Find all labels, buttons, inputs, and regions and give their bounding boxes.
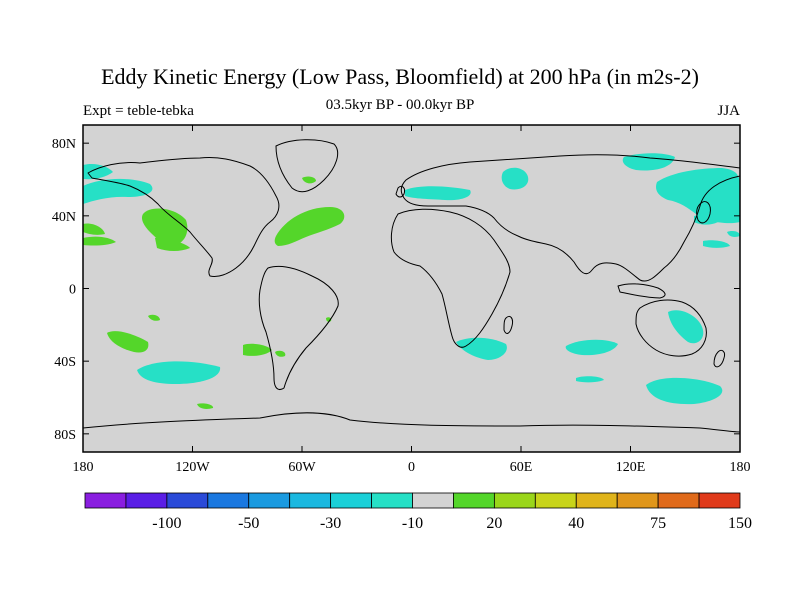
lon-tick-label: 60E (510, 460, 533, 475)
coastline-antarctica (83, 412, 740, 433)
colorbar-label: 75 (650, 515, 666, 532)
lon-tick-label: 120E (616, 460, 646, 475)
lat-tick-label: 80S (54, 428, 76, 443)
coastline-new-zealand (713, 349, 725, 368)
colorbar-swatch (248, 492, 291, 509)
colorbar-label: 40 (568, 515, 584, 532)
coastline-africa (390, 208, 511, 348)
coastline-uk (395, 185, 405, 198)
negative-region-philippine-sea (703, 240, 730, 248)
coastline-south-america (258, 265, 339, 391)
colorbar-swatch (412, 492, 454, 509)
coastline-greenland (275, 139, 339, 193)
colorbar-label: 150 (728, 515, 752, 532)
colorbar-swatch (125, 492, 168, 509)
latitude-axis: 80N 40N 0 40S 80S (52, 137, 740, 443)
experiment-subtitle: Expt = teble-tebka (83, 103, 194, 119)
colorbar-swatch (166, 492, 209, 509)
colorbar-swatch (289, 492, 332, 509)
colorbar-label: -100 (152, 515, 181, 532)
colorbar-swatch (330, 492, 372, 509)
lat-tick-label: 40N (52, 210, 76, 225)
coastline-north-america (87, 157, 280, 277)
coastlines (83, 139, 740, 433)
positive-anomaly-regions (83, 176, 345, 409)
positive-region-greenland (302, 176, 316, 184)
lon-tick-label: 180 (73, 460, 94, 475)
negative-region-western-russia (501, 167, 529, 190)
positive-region-south-america-east (275, 350, 286, 357)
colorbar-swatch (207, 492, 250, 509)
coastline-indonesia (617, 283, 666, 299)
colorbar-swatch (493, 492, 536, 509)
positive-region-south-pacific-west (107, 331, 149, 353)
coastline-japan (696, 201, 711, 224)
coastline-madagascar (503, 315, 513, 334)
colorbar-swatch (453, 492, 495, 509)
colorbar: -100 -50 -30 -10 20 40 75 150 (84, 492, 752, 532)
colorbar-label: -10 (402, 515, 423, 532)
colorbar-swatch (84, 492, 127, 509)
negative-region-indian-ocean-south (576, 376, 604, 383)
negative-region-tasman (668, 310, 704, 344)
colorbar-swatch (575, 492, 618, 509)
negative-anomaly-regions (83, 153, 740, 405)
season-subtitle: JJA (717, 103, 740, 119)
colorbar-swatch (616, 492, 659, 509)
negative-region-south-pacific-central (137, 361, 221, 384)
lon-tick-label: 0 (408, 460, 415, 475)
positive-region-tropical-pacific-islet (148, 314, 160, 321)
colorbar-swatch (371, 492, 413, 509)
lat-tick-label: 40S (54, 355, 76, 370)
negative-region-southern-ocean-au (646, 377, 723, 405)
lon-tick-label: 120W (175, 460, 210, 475)
colorbar-label: 20 (486, 515, 502, 532)
longitude-axis: 180 120W 60W 0 60E 120E 180 (73, 125, 751, 475)
positive-region-north-pacific-east (155, 237, 190, 251)
positive-region-south-pacific-east (243, 343, 272, 356)
colorbar-swatch (657, 492, 700, 509)
negative-region-dateline-north (727, 231, 740, 237)
lon-tick-label: 180 (730, 460, 751, 475)
negative-region-south-africa (456, 337, 507, 360)
coastline-australia (635, 299, 707, 357)
positive-region-western-pacific-edge (83, 223, 105, 235)
lon-tick-label: 60W (288, 460, 316, 475)
map-background (83, 125, 740, 452)
colorbar-swatch (698, 492, 741, 509)
positive-region-north-atlantic (274, 207, 345, 246)
negative-region-siberia-arctic (622, 153, 675, 171)
negative-region-north-pacific-band (83, 178, 153, 204)
positive-region-south-pacific-small (197, 403, 214, 409)
colorbar-label: -30 (320, 515, 341, 532)
time-period-subtitle: 03.5kyr BP - 00.0kyr BP (325, 97, 475, 113)
positive-region-dateline-band (83, 236, 116, 246)
colorbar-swatch (534, 492, 577, 509)
map-title: Eddy Kinetic Energy (Low Pass, Bloomfiel… (101, 64, 699, 89)
coastline-eurasia (400, 154, 740, 282)
positive-region-north-pacific (141, 208, 188, 246)
colorbar-label: -50 (238, 515, 259, 532)
negative-region-europe (405, 186, 471, 201)
lat-tick-label: 80N (52, 137, 76, 152)
lat-tick-label: 0 (69, 283, 76, 298)
negative-region-indian-ocean (565, 339, 618, 356)
negative-region-east-asia (656, 168, 740, 224)
